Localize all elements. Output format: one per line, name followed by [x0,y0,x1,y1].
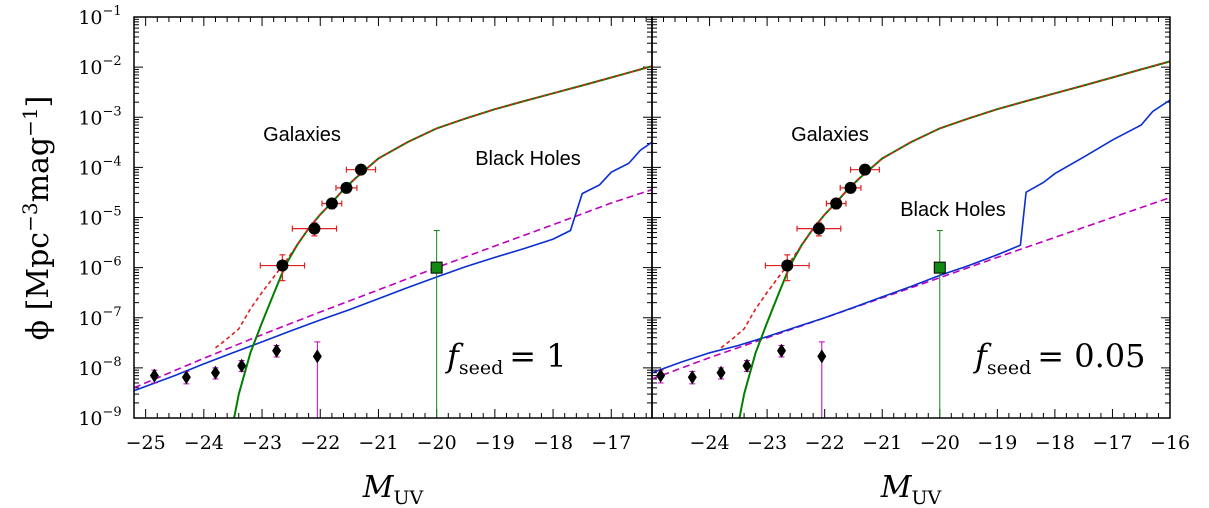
qso-diamond-point [656,368,666,383]
x-tick-label: −23 [747,432,787,454]
y-axis-label: ϕ [Mpc−3mag−1] [18,96,56,341]
label-galaxies: Galaxies [263,124,341,146]
qso-diamond-point [817,349,827,364]
x-tick-label: −18 [1035,432,1075,454]
y-ticks [652,18,1170,419]
x-tick-label: −16 [1150,432,1190,454]
x-tick-label: −19 [977,432,1017,454]
x-tick-label: −19 [475,432,515,454]
qso-diamond-point [716,365,726,380]
black-holes-curve [134,141,652,392]
green-square-point [933,261,946,274]
qso-diamond-point [687,370,697,385]
x-tick-label: −23 [242,432,282,454]
x-tick-label: −20 [417,432,457,454]
y-tick-label: 10−8 [78,355,121,380]
y-tick-label: 10−5 [78,205,121,230]
y-tick-label: 10−9 [78,405,121,430]
x-tick-label: −25 [126,432,166,454]
qso-diamond-point [149,368,159,383]
y-tick-label: 10−3 [78,104,121,129]
y-tick-label: 10−6 [78,255,121,280]
galaxy-data-point [340,181,353,194]
qso-diamond-point [312,349,322,364]
x-tick-label: −20 [920,432,960,454]
qso-diamond-point [181,370,191,385]
x-tick-label: −18 [533,432,573,454]
galaxy-data-point [354,163,367,176]
x-axis-label: MUV [880,470,942,508]
y-tick-label: 10−2 [78,54,121,79]
y-tick-labels: 10−9 10−8 10−7 10−6 10−5 10−4 10−3 10−2 10−1 [78,4,121,430]
label-black-holes: Black Holes [900,199,1006,221]
qso-diamond-point [742,358,752,373]
galaxy-data-point [858,163,871,176]
x-tick-label: −22 [805,432,845,454]
x-tick-label: −22 [300,432,340,454]
x-tick-label: −24 [184,432,224,454]
galaxy-data-point [276,259,289,272]
y-axis-label-end: ] [21,96,56,108]
fseed-annotation: fseed = 1 [445,337,567,379]
galaxy-data-point [308,222,321,235]
y-axis-label-mid: mag [21,137,56,203]
y-axis-label-exp1: −3 [18,202,42,231]
x-tick-label: −17 [591,432,631,454]
y-axis-label-exp2: −1 [18,107,42,136]
x-tick-label: −24 [690,432,730,454]
black-holes-curve [652,99,1170,374]
qso-diamond-point [210,365,220,380]
y-ticks [134,18,652,419]
x-tick-label: −17 [1092,432,1132,454]
label-galaxies: Galaxies [791,124,869,146]
y-tick-label: 10−4 [78,154,121,179]
qso-diamond-point [777,343,786,358]
x-tick-label: −21 [358,432,398,454]
x-axis-label: MUV [362,470,424,508]
galaxy-data-point [325,197,338,210]
galaxy-data-point [830,197,843,210]
green-square-point [430,261,443,274]
galaxies-dashed-curve [215,65,652,349]
panel-frame [651,16,1171,419]
x-tick-label: −21 [862,432,902,454]
galaxy-data-point [812,222,825,235]
x-ticks [133,17,647,418]
galaxy-data-point [844,181,857,194]
galaxy-data-point [781,259,794,272]
bh-dashed-curve [652,196,1170,380]
qso-diamond-point [272,343,282,358]
panel-fseed-1: −25 −24 −23 −22 −21 −20 −19 −18 −17 MUV Galaxies Bl… [126,16,653,508]
y-tick-label: 10−7 [78,305,121,330]
y-axis-label-main: ϕ [Mpc [21,232,56,340]
fseed-annotation: fseed = 0.05 [973,337,1145,379]
panel-fseed-0.05: −24 −23 −22 −21 −20 −19 −18 −17 −16 MUV Galaxies Bl… [651,16,1190,508]
label-black-holes: Black Holes [475,148,581,170]
qso-diamond-point [237,358,247,373]
y-tick-label: 10−1 [78,4,121,29]
